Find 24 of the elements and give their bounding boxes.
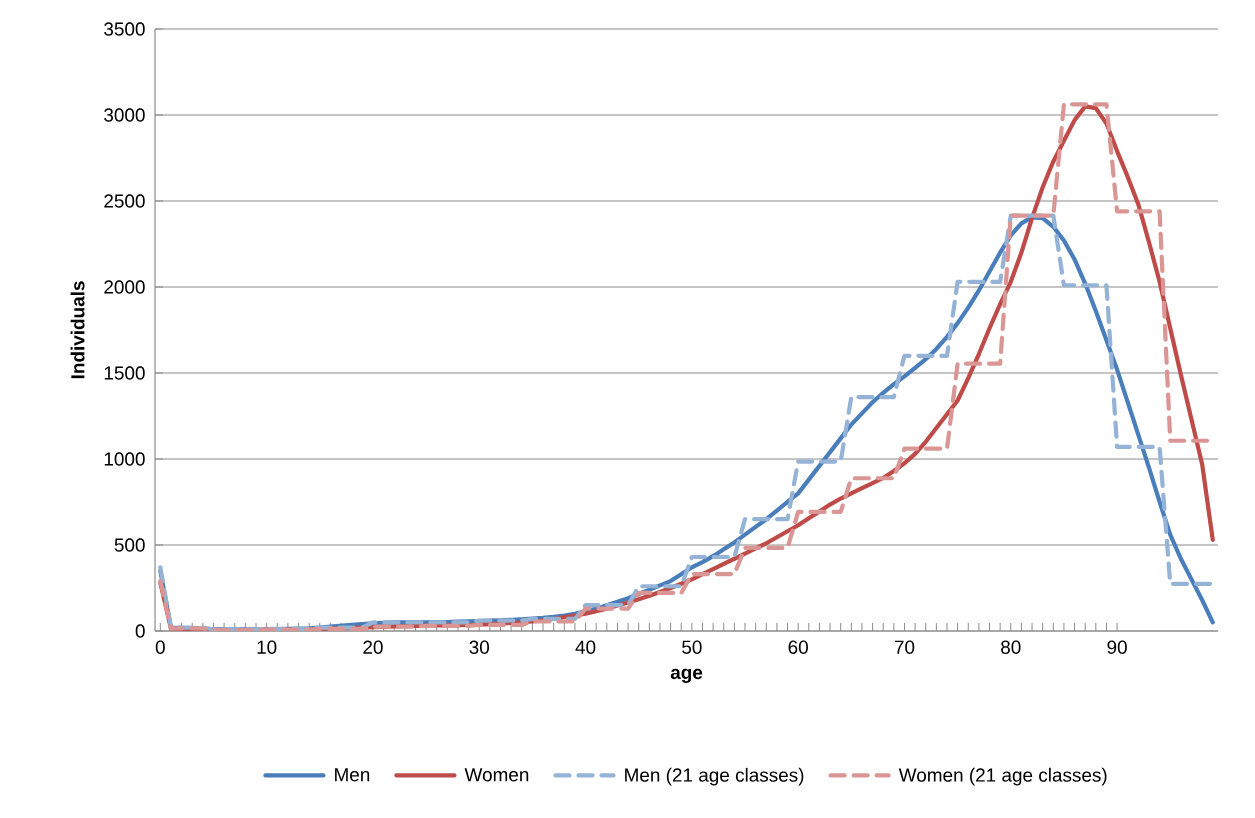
y-tick-label: 3500 xyxy=(104,22,145,36)
y-tick-label: 0 xyxy=(135,624,145,638)
x-tick-label: 0 xyxy=(155,640,165,654)
x-tick-label: 30 xyxy=(469,640,490,654)
x-tick-label: 50 xyxy=(682,640,702,654)
x-tick-label: 60 xyxy=(788,640,808,654)
x-tick-label: 20 xyxy=(363,640,383,654)
x-axis-title: age xyxy=(670,668,703,683)
y-tick-label: 1500 xyxy=(104,366,145,380)
legend-label: Women xyxy=(464,768,529,782)
x-tick-label: 80 xyxy=(1001,640,1021,654)
y-tick-label: 1000 xyxy=(104,452,145,466)
x-tick-label: 90 xyxy=(1107,640,1127,654)
legend-label: Women (21 age classes) xyxy=(898,767,1107,786)
y-tick-label: 500 xyxy=(114,538,145,552)
y-axis-title: Individuals xyxy=(70,281,85,379)
x-tick-label: 40 xyxy=(575,640,596,654)
y-tick-label: 2500 xyxy=(104,194,145,208)
y-tick-label: 3000 xyxy=(104,108,145,122)
legend-label: Men xyxy=(335,768,370,782)
x-tick-label: 70 xyxy=(894,640,915,654)
legend-label: Men (21 age classes) xyxy=(625,767,804,786)
y-tick-label: 2000 xyxy=(104,280,145,294)
x-tick-label: 10 xyxy=(257,640,277,654)
